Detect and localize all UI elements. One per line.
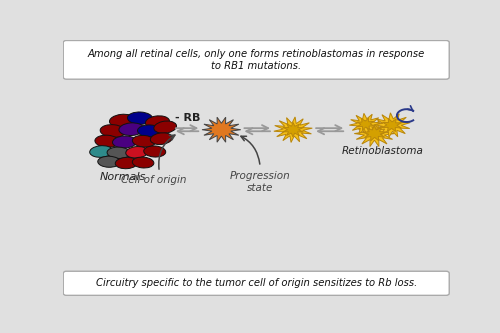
Text: Normals: Normals <box>100 172 146 182</box>
Polygon shape <box>374 113 410 137</box>
Text: Progression
state: Progression state <box>230 171 290 193</box>
Ellipse shape <box>95 135 119 147</box>
Ellipse shape <box>98 156 120 167</box>
Polygon shape <box>356 118 374 130</box>
Text: Cell of origin: Cell of origin <box>121 175 186 185</box>
FancyBboxPatch shape <box>64 41 449 79</box>
Ellipse shape <box>90 146 113 157</box>
Ellipse shape <box>128 112 152 124</box>
Ellipse shape <box>126 147 148 158</box>
Polygon shape <box>363 126 386 141</box>
Ellipse shape <box>138 125 162 137</box>
Polygon shape <box>274 117 312 143</box>
Ellipse shape <box>112 136 136 148</box>
Ellipse shape <box>110 114 136 127</box>
Text: Among all retinal cells, only one forms retinoblastomas in response
to RB1 mutat: Among all retinal cells, only one forms … <box>88 49 425 71</box>
Ellipse shape <box>119 123 144 136</box>
Ellipse shape <box>154 121 176 133</box>
Polygon shape <box>382 119 402 132</box>
Ellipse shape <box>132 157 154 168</box>
Text: Retinoblastoma: Retinoblastoma <box>341 147 423 157</box>
Text: Circuitry specific to the tumor cell of origin sensitizes to Rb loss.: Circuitry specific to the tumor cell of … <box>96 278 417 288</box>
Ellipse shape <box>132 136 156 147</box>
Ellipse shape <box>115 158 138 169</box>
Ellipse shape <box>146 116 170 128</box>
Ellipse shape <box>150 133 172 145</box>
Polygon shape <box>354 121 395 147</box>
FancyBboxPatch shape <box>64 271 449 295</box>
Polygon shape <box>202 117 241 142</box>
Ellipse shape <box>144 146 166 157</box>
Polygon shape <box>350 113 382 135</box>
Polygon shape <box>282 123 304 137</box>
Text: - RB: - RB <box>174 113 200 123</box>
Ellipse shape <box>107 147 130 159</box>
Ellipse shape <box>100 125 126 137</box>
